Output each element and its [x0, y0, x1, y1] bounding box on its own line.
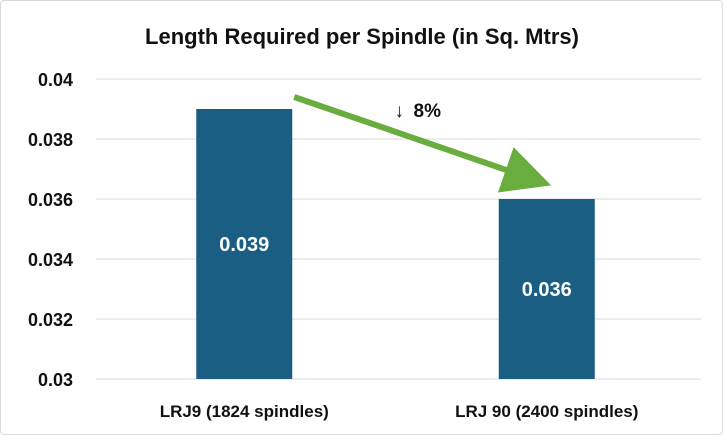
y-tick-label: 0.038	[28, 130, 73, 150]
annotation-layer: ↓ 8%	[293, 94, 552, 193]
y-tick-label: 0.04	[38, 70, 73, 90]
labels-layer: 0.03 0.032 0.034 0.036 0.038 0.04 0.039 LRJ9 (1…	[28, 70, 638, 421]
percent-change-label: 8%	[414, 101, 442, 122]
grid-layer	[96, 78, 701, 380]
bar-2	[498, 199, 595, 379]
decrease-arrow-icon: ↓	[395, 101, 405, 122]
data-label-1: 0.039	[219, 234, 269, 256]
y-tick-label: 0.03	[38, 370, 73, 390]
bar-1	[196, 109, 293, 379]
data-label-2: 0.036	[522, 279, 572, 301]
y-tick-label: 0.036	[28, 190, 73, 210]
bars-layer	[196, 109, 595, 379]
trend-arrow	[293, 94, 552, 193]
y-tick-label: 0.034	[28, 250, 73, 270]
x-category-label-2: LRJ 90 (2400 spindles)	[455, 402, 638, 421]
x-category-label-1: LRJ9 (1824 spindles)	[160, 402, 329, 421]
chart-title: Length Required per Spindle (in Sq. Mtrs…	[145, 24, 579, 49]
y-tick-label: 0.032	[28, 310, 73, 330]
